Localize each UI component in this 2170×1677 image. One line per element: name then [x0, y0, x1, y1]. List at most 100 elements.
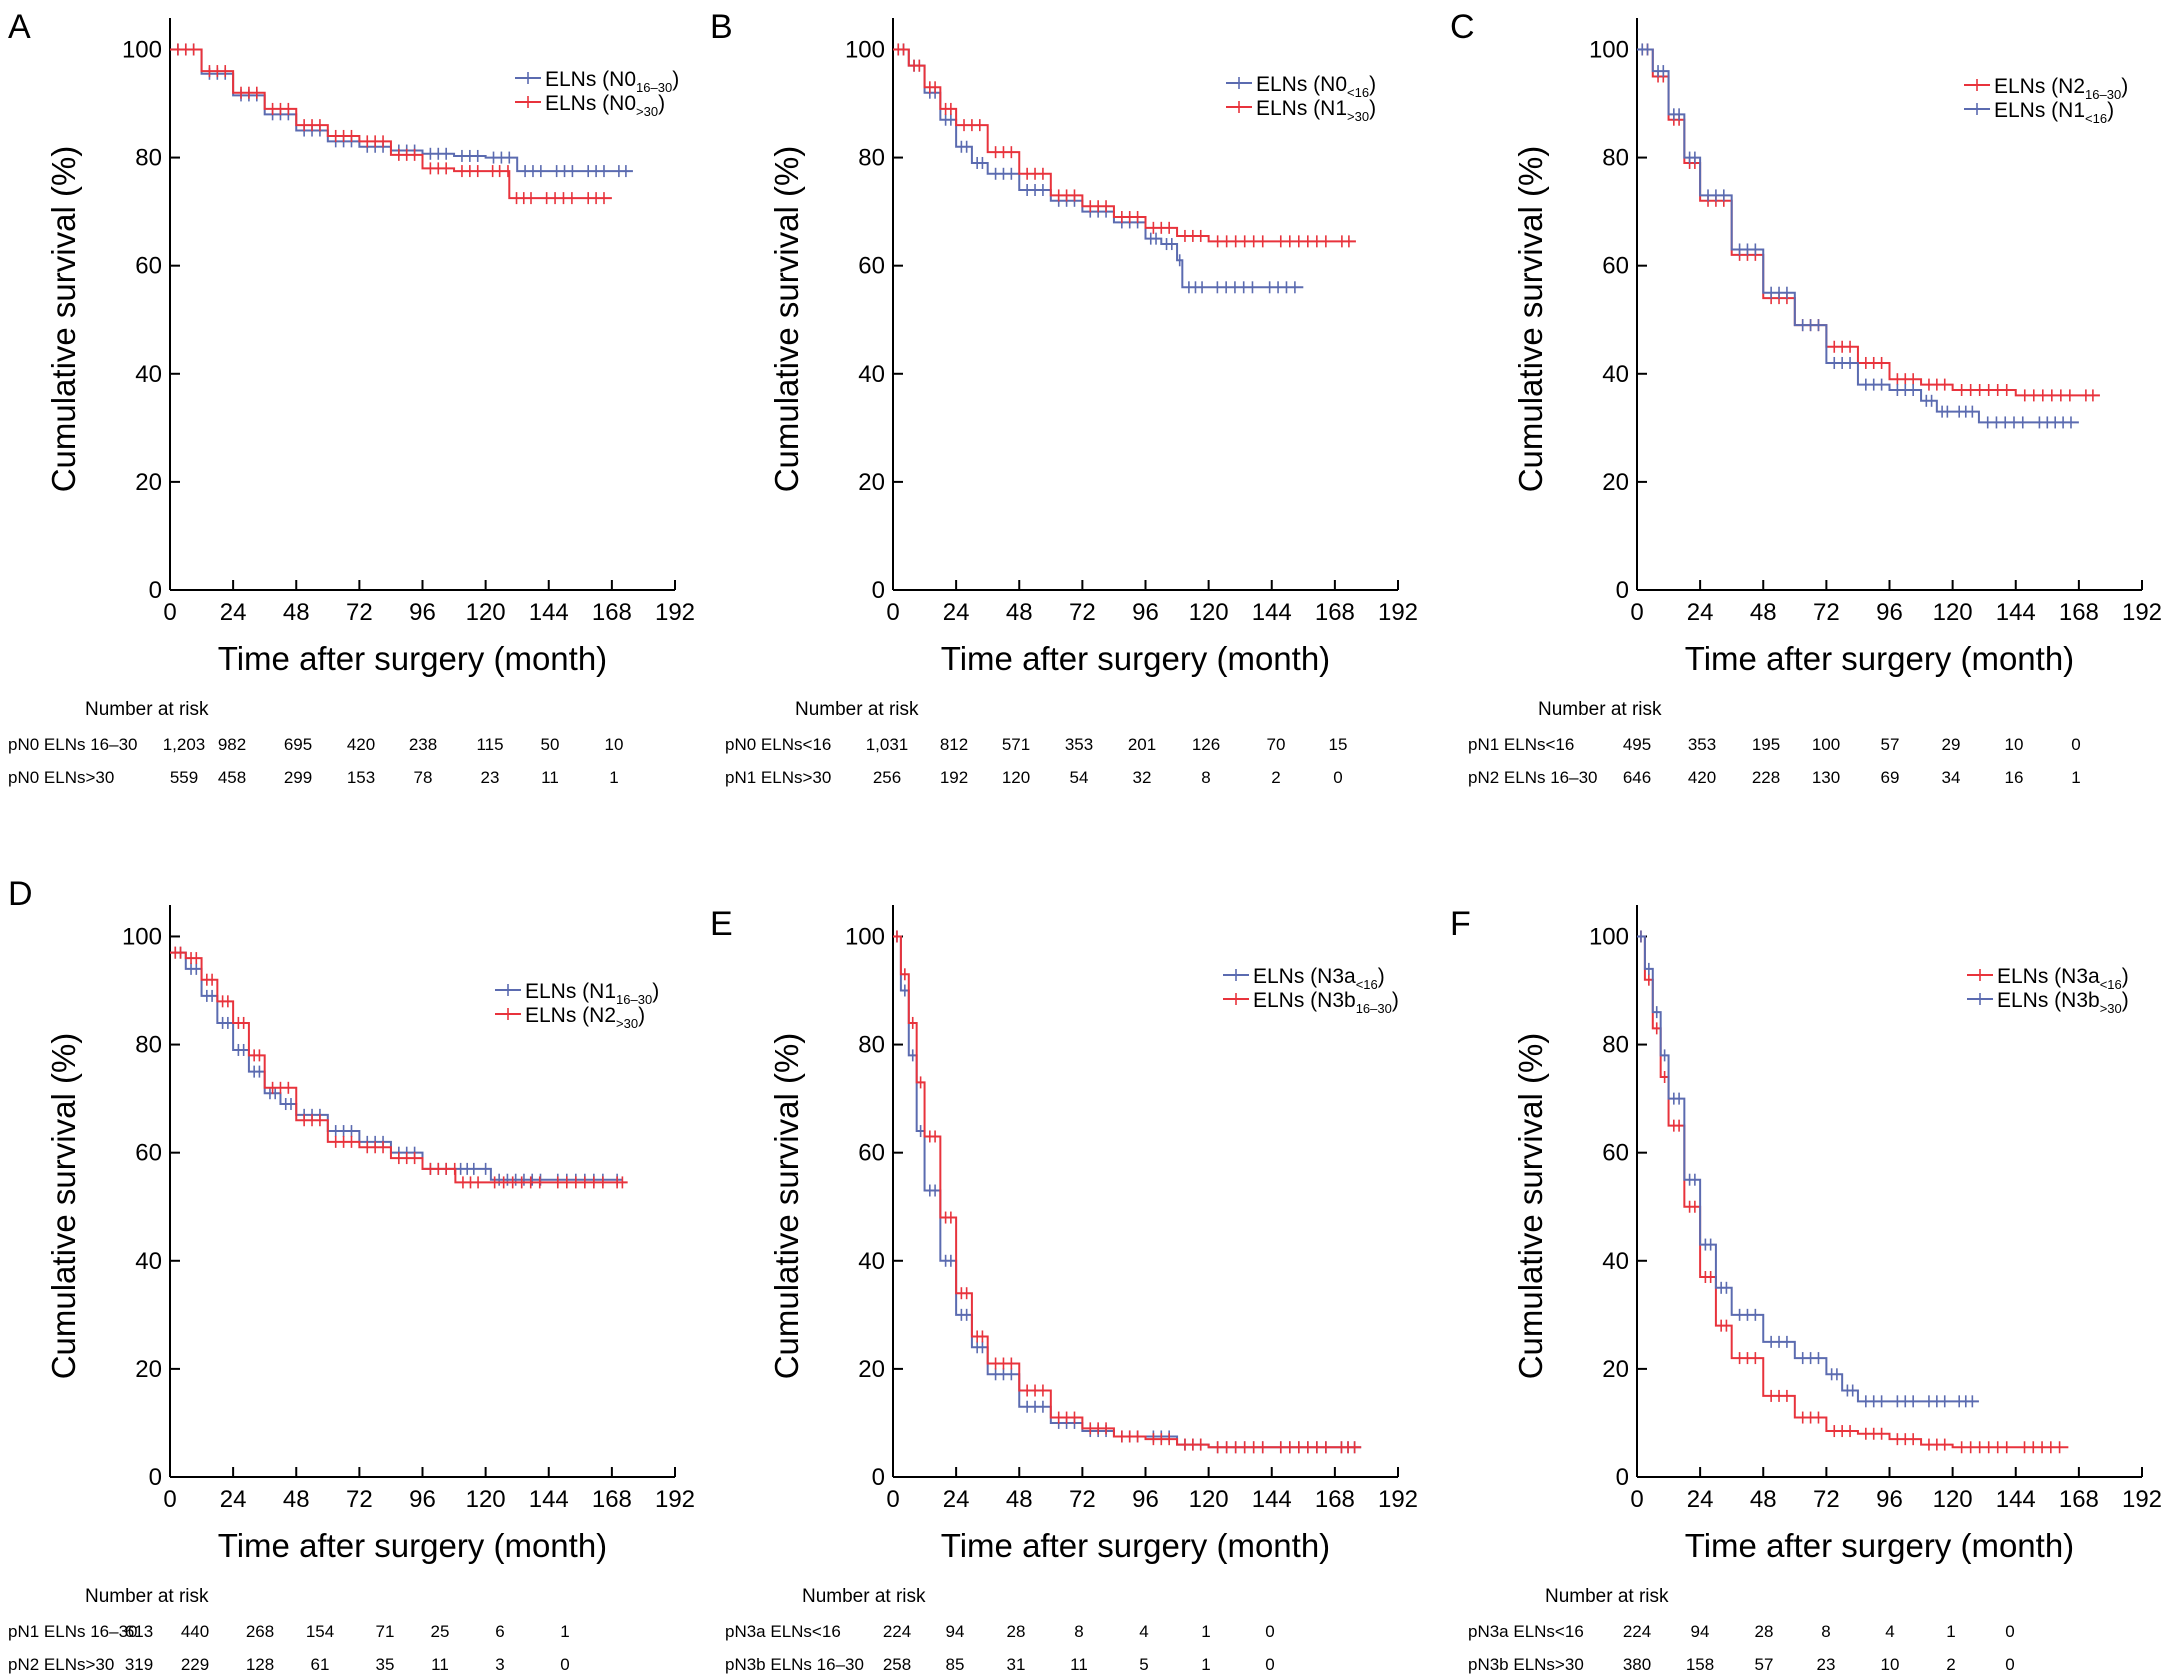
risk-value: 1,203 — [163, 735, 206, 754]
risk-value: 10 — [605, 735, 624, 754]
y-tick-label: 60 — [1602, 253, 1629, 280]
x-tick-label: 72 — [346, 1486, 373, 1513]
risk-value: 420 — [347, 735, 375, 754]
risk-value: 57 — [1755, 1655, 1774, 1674]
risk-value: 16 — [2005, 768, 2024, 787]
x-tick-label: 144 — [1252, 1486, 1292, 1513]
risk-value: 29 — [1942, 735, 1961, 754]
x-tick-label: 144 — [1996, 1486, 2036, 1513]
x-tick-label: 72 — [1813, 1486, 1840, 1513]
risk-value: 50 — [541, 735, 560, 754]
risk-table: Number at risk pN0 ELNs 16–30 1,203 982 695 4… — [8, 699, 623, 787]
legend-entry: ELNs (N016–30) — [515, 68, 679, 95]
risk-value: 258 — [883, 1655, 911, 1674]
x-tick-label: 72 — [1813, 599, 1840, 626]
risk-row-label: pN0 ELNs>30 — [8, 768, 114, 787]
legend-entry: ELNs (N0<16) — [1226, 73, 1376, 100]
x-tick-label: 72 — [1069, 599, 1096, 626]
x-tick-label: 0 — [886, 599, 899, 626]
risk-value: 23 — [481, 768, 500, 787]
risk-value: 8 — [1074, 1622, 1083, 1641]
risk-value: 5 — [1139, 1655, 1148, 1674]
risk-value: 319 — [125, 1655, 153, 1674]
risk-value: 28 — [1755, 1622, 1774, 1641]
x-tick-label: 144 — [529, 599, 569, 626]
legend-label: ELNs (N3a<16) — [1253, 965, 1385, 992]
risk-value: 100 — [1812, 735, 1840, 754]
legend-label: ELNs (N216–30) — [1994, 75, 2128, 102]
legend-label: ELNs (N1>30) — [1256, 97, 1376, 124]
risk-table-title: Number at risk — [795, 699, 919, 720]
risk-value: 11 — [1070, 1655, 1088, 1674]
y-tick-label: 0 — [149, 577, 162, 604]
survival-curve — [893, 935, 1362, 1449]
survival-curve — [893, 48, 1304, 289]
y-axis-label: Cumulative survival (%) — [1512, 146, 1549, 493]
risk-table-title: Number at risk — [1545, 1586, 1669, 1607]
panel-letter: B — [710, 8, 733, 46]
y-tick-label: 0 — [1616, 577, 1629, 604]
risk-value: 120 — [1002, 768, 1030, 787]
risk-value: 224 — [1623, 1622, 1651, 1641]
x-tick-label: 168 — [2059, 1486, 2099, 1513]
x-tick-label: 0 — [163, 1486, 176, 1513]
y-tick-label: 80 — [1602, 1032, 1629, 1059]
legend-label: ELNs (N3b16–30) — [1253, 989, 1399, 1016]
risk-value: 195 — [1752, 735, 1780, 754]
risk-row-label: pN1 ELNs 16–30 — [8, 1622, 137, 1641]
risk-value: 115 — [476, 735, 503, 754]
risk-value: 0 — [1265, 1622, 1274, 1641]
risk-value: 380 — [1623, 1655, 1651, 1674]
risk-value: 10 — [1881, 1655, 1900, 1674]
risk-value: 2 — [1946, 1655, 1955, 1674]
legend-entry: ELNs (N1>30) — [1226, 97, 1376, 124]
legend-entry: ELNs (N3b>30) — [1967, 989, 2129, 1016]
y-tick-label: 40 — [135, 1248, 162, 1275]
y-tick-label: 60 — [858, 1140, 885, 1167]
y-tick-label: 80 — [135, 1032, 162, 1059]
y-tick-label: 100 — [1589, 923, 1629, 950]
x-tick-label: 48 — [1750, 599, 1777, 626]
series-2 — [1637, 43, 2079, 429]
risk-value: 70 — [1267, 735, 1286, 754]
y-tick-label: 100 — [122, 36, 162, 63]
x-tick-label: 48 — [1006, 1486, 1033, 1513]
y-tick-label: 80 — [1602, 145, 1629, 172]
risk-value: 3 — [495, 1655, 504, 1674]
risk-value: 158 — [1686, 1655, 1714, 1674]
risk-row-label: pN3b ELNs 16–30 — [725, 1655, 864, 1674]
risk-value: 4 — [1139, 1622, 1148, 1641]
risk-value: 94 — [1691, 1622, 1710, 1641]
risk-value: 299 — [284, 768, 312, 787]
x-tick-label: 120 — [1933, 1486, 1973, 1513]
risk-value: 228 — [1752, 768, 1780, 787]
risk-value: 15 — [1329, 735, 1348, 754]
risk-value: 695 — [284, 735, 312, 754]
risk-value: 69 — [1881, 768, 1900, 787]
x-tick-label: 48 — [1006, 599, 1033, 626]
risk-value: 646 — [1623, 768, 1651, 787]
legend-entry: ELNs (N3a<16) — [1967, 965, 2129, 992]
risk-value: 224 — [883, 1622, 911, 1641]
risk-value: 0 — [2005, 1655, 2014, 1674]
y-tick-label: 20 — [858, 1356, 885, 1383]
risk-value: 268 — [246, 1622, 274, 1641]
x-tick-label: 72 — [346, 599, 373, 626]
series-2 — [893, 930, 1362, 1454]
risk-value: 192 — [940, 768, 968, 787]
x-tick-label: 96 — [409, 1486, 436, 1513]
x-tick-label: 192 — [2122, 1486, 2162, 1513]
risk-value: 1 — [1201, 1655, 1210, 1674]
risk-value: 85 — [946, 1655, 965, 1674]
x-tick-label: 120 — [466, 1486, 506, 1513]
x-tick-label: 96 — [1132, 599, 1159, 626]
risk-table: Number at risk pN3a ELNs<16 224 94 28 8 4 1 0 pN3… — [725, 1586, 1275, 1674]
series-2 — [893, 43, 1356, 248]
x-tick-label: 168 — [1315, 599, 1355, 626]
risk-table-title: Number at risk — [1538, 699, 1662, 720]
y-tick-label: 60 — [135, 253, 162, 280]
risk-value: 0 — [1265, 1655, 1274, 1674]
y-tick-label: 40 — [858, 1248, 885, 1275]
risk-table-title: Number at risk — [85, 1586, 209, 1607]
y-tick-label: 20 — [135, 469, 162, 496]
